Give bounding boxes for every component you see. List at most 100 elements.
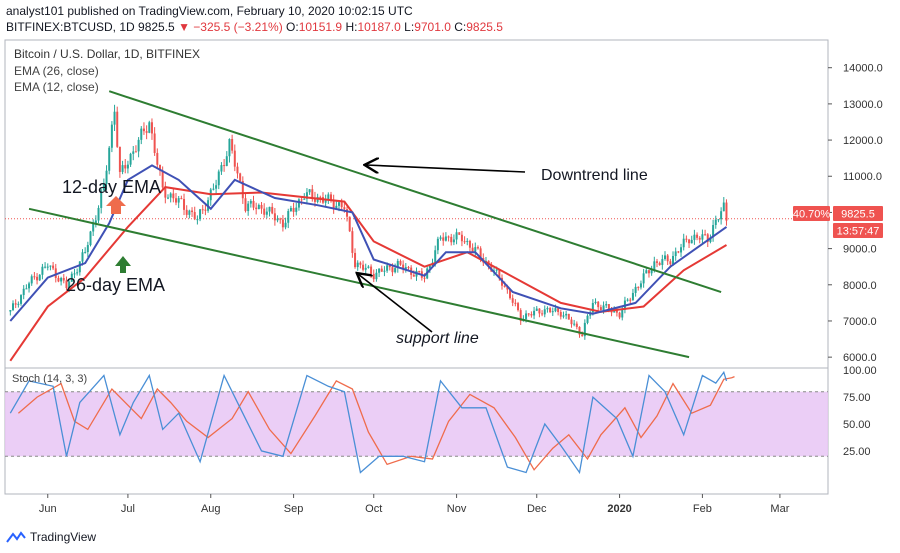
candle-body bbox=[586, 315, 589, 323]
candle-body bbox=[252, 200, 255, 208]
candle-body bbox=[717, 219, 720, 221]
candle-body bbox=[669, 261, 672, 265]
candle-body bbox=[284, 222, 287, 228]
candle-body bbox=[145, 131, 148, 133]
candle-body bbox=[391, 267, 394, 273]
candle-body bbox=[281, 219, 284, 228]
open-value: 10151.9 bbox=[298, 20, 343, 34]
candle-body bbox=[423, 277, 426, 279]
stoch-tick-label: 75.00 bbox=[843, 392, 871, 404]
candle-body bbox=[346, 209, 349, 217]
tradingview-logo[interactable]: TradingView bbox=[6, 530, 96, 544]
ohlc-header: BITFINEX:BTCUSD, 1D 9825.5 ▼ −325.5 (−3.… bbox=[6, 20, 503, 34]
candle-body bbox=[81, 252, 84, 262]
candle-body bbox=[118, 146, 121, 172]
candle-body bbox=[559, 312, 562, 317]
candle-body bbox=[626, 299, 629, 301]
candle-body bbox=[658, 262, 661, 265]
candle-body bbox=[236, 166, 239, 174]
candle-body bbox=[511, 298, 514, 303]
candle-body bbox=[300, 199, 303, 201]
candle-body bbox=[156, 152, 159, 165]
x-tick-label: Dec bbox=[527, 503, 547, 515]
candle-body bbox=[70, 273, 73, 282]
candle-body bbox=[60, 277, 63, 282]
candle-body bbox=[273, 213, 276, 221]
candle-body bbox=[108, 147, 111, 171]
ema12-marker-icon bbox=[106, 196, 126, 214]
candle-body bbox=[570, 319, 573, 325]
candle-body bbox=[340, 202, 343, 208]
candle-body bbox=[362, 264, 365, 270]
candle-body bbox=[92, 223, 95, 232]
candle-body bbox=[188, 210, 191, 215]
candle-body bbox=[260, 204, 263, 209]
plot-frame bbox=[4, 39, 829, 495]
candle-body bbox=[634, 286, 637, 293]
candle-body bbox=[452, 239, 455, 243]
candle-body bbox=[348, 216, 351, 232]
candle-body bbox=[94, 220, 97, 224]
candle-body bbox=[329, 194, 332, 201]
candle-body bbox=[418, 270, 421, 272]
stoch-tick-label: 50.00 bbox=[843, 419, 871, 431]
candle-body bbox=[474, 247, 477, 252]
stoch-tick-label: 25.00 bbox=[843, 446, 871, 458]
candle-body bbox=[49, 265, 52, 267]
candle-body bbox=[466, 240, 469, 242]
candle-body bbox=[305, 192, 308, 199]
candle-body bbox=[113, 111, 116, 125]
candle-body bbox=[172, 193, 175, 199]
candle-body bbox=[677, 251, 680, 253]
candle-body bbox=[161, 170, 164, 188]
candle-body bbox=[506, 286, 509, 290]
candle-body bbox=[169, 193, 172, 198]
candle-body bbox=[97, 207, 100, 221]
candle-body bbox=[725, 202, 728, 221]
candle-body bbox=[557, 308, 560, 313]
annotation-ema12: 12-day EMA bbox=[62, 177, 162, 197]
candle-body bbox=[292, 207, 295, 212]
candle-body bbox=[52, 265, 55, 269]
candle-body bbox=[562, 315, 565, 317]
candle-body bbox=[303, 198, 306, 200]
candle-body bbox=[498, 269, 501, 278]
candle-body bbox=[30, 276, 33, 284]
countdown-tag-bg bbox=[833, 223, 883, 238]
candle-body bbox=[664, 255, 667, 260]
candle-body bbox=[183, 198, 186, 210]
candle-body bbox=[33, 276, 36, 278]
candle-body bbox=[121, 165, 124, 172]
candle-body bbox=[86, 245, 89, 253]
price-tag-bg bbox=[833, 206, 883, 221]
candle-body bbox=[25, 288, 28, 290]
candle-body bbox=[158, 164, 161, 171]
candle-body bbox=[543, 309, 546, 315]
candle-body bbox=[434, 250, 437, 263]
candle-body bbox=[295, 207, 298, 212]
candle-body bbox=[204, 209, 207, 211]
candle-body bbox=[57, 277, 60, 282]
candle-body bbox=[308, 189, 311, 193]
candle-body bbox=[672, 256, 675, 265]
candle-body bbox=[364, 267, 367, 270]
candle-body bbox=[468, 240, 471, 248]
candle-body bbox=[680, 247, 683, 253]
candle-body bbox=[380, 268, 383, 272]
candle-body bbox=[263, 208, 266, 215]
candle-body bbox=[436, 238, 439, 251]
candle-body bbox=[682, 238, 685, 248]
candle-body bbox=[372, 273, 375, 280]
candle-body bbox=[201, 209, 204, 211]
candle-body bbox=[185, 209, 188, 215]
candle-body bbox=[140, 128, 143, 140]
candle-body bbox=[54, 268, 57, 278]
candle-body bbox=[637, 286, 640, 288]
tradingview-icon bbox=[6, 531, 26, 543]
downtrend-line bbox=[108, 90, 722, 293]
candle-body bbox=[199, 209, 202, 220]
candle-body bbox=[519, 310, 522, 322]
candle-body bbox=[517, 303, 520, 311]
candle-body bbox=[618, 312, 621, 318]
